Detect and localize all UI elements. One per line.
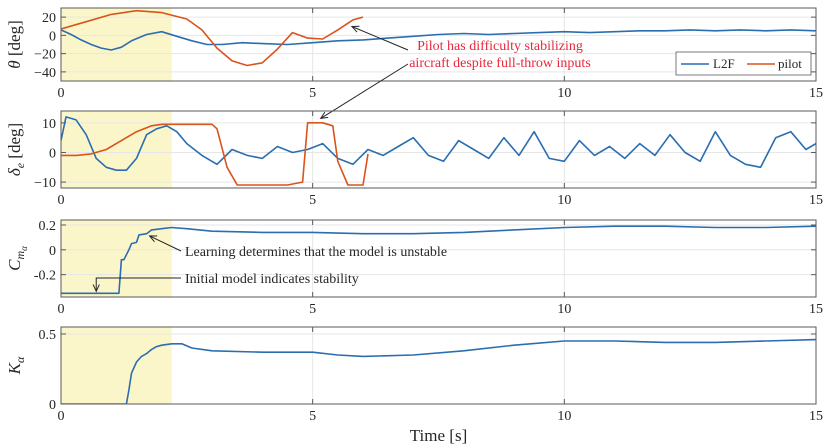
y-tick-label: −20 (34, 48, 56, 63)
y-tick-label: 0.2 (39, 219, 57, 234)
axes-box (60, 7, 817, 82)
series-group (61, 338, 816, 404)
annotation-text: Initial model indicates stability (185, 272, 359, 287)
y-axis-label: θ [deg] (5, 20, 24, 68)
y-tick-label: 0 (49, 244, 56, 259)
series-group (61, 9, 816, 67)
x-tick-label: 0 (58, 409, 65, 424)
learning-phase-highlight (61, 220, 172, 297)
axes-box (60, 326, 817, 405)
y-tick-label: 10 (42, 117, 56, 132)
y-tick-label: -0.2 (34, 269, 56, 284)
annotation-text-line: aircraft despite full-throw inputs (409, 56, 591, 71)
x-tick-label: 5 (309, 302, 316, 317)
y-tick-label: 0 (49, 398, 56, 413)
x-tick-label: 0 (58, 302, 65, 317)
legend-label-pilot: pilot (778, 56, 802, 71)
series-line-l2f (61, 29, 816, 51)
y-tick-label: 0.5 (39, 328, 57, 343)
y-tick-label: 0 (49, 29, 56, 44)
series-line-pilot (61, 122, 369, 186)
y-axis-subsubscript: α (19, 246, 29, 251)
legend: L2F pilot (675, 51, 812, 76)
learning-phase-highlight (61, 327, 172, 404)
axes-box (60, 219, 817, 298)
x-tick-label: 0 (58, 86, 65, 101)
x-tick-label: 10 (557, 193, 571, 208)
x-tick-label: 10 (557, 86, 571, 101)
series-group (61, 225, 816, 295)
x-tick-label: 10 (557, 302, 571, 317)
y-axis-unit: [deg] (5, 123, 24, 163)
panel-theta: 0 5 10 15 20 0 −20 −40 θ [deg] L2F pilot Pilot has … (5, 7, 823, 118)
y-axis-subscript: e (13, 162, 27, 168)
x-tick-label: 5 (309, 86, 316, 101)
y-axis-symbol: θ (5, 60, 24, 68)
annotation-text: Learning determines that the model is un… (185, 245, 447, 260)
annotation-arrow (150, 236, 182, 252)
y-tick-label: −10 (34, 176, 56, 191)
x-tick-label: 15 (809, 302, 823, 317)
series-line-pilot (61, 9, 364, 67)
annotation-text-line: Pilot has difficulty stabilizing (417, 39, 583, 54)
y-axis-label: Kα (5, 356, 27, 375)
panel-k-alpha: 0 5 10 15 0.5 0 Kα Time [s] (5, 326, 823, 445)
x-tick-label: 0 (58, 193, 65, 208)
y-axis-subscript: m (13, 251, 27, 260)
legend-box (675, 51, 812, 76)
x-tick-label: 5 (309, 193, 316, 208)
legend-label-l2f: L2F (713, 56, 735, 71)
y-axis-label: δe [deg] (5, 123, 27, 176)
y-tick-label: 20 (42, 11, 56, 26)
x-tick-label: 15 (809, 193, 823, 208)
series-group (61, 116, 816, 186)
axes-box (60, 110, 817, 189)
y-tick-label: 0 (49, 146, 56, 161)
series-line-l2f (61, 225, 816, 295)
y-axis-symbol: K (5, 361, 24, 375)
series-line-l2f (61, 116, 816, 171)
series-line-l2f (61, 338, 816, 404)
y-tick-label: −40 (34, 66, 56, 81)
x-tick-label: 15 (809, 86, 823, 101)
x-tick-label: 15 (809, 409, 823, 424)
y-axis-unit: [deg] (5, 20, 24, 60)
learning-phase-highlight (61, 8, 172, 81)
y-axis-label: Cmα (5, 246, 29, 271)
y-axis-subscript: α (13, 356, 27, 363)
annotation-arrow (321, 63, 409, 118)
annotation-arrow (96, 277, 181, 291)
y-axis-symbol: C (5, 259, 24, 271)
x-tick-label: 10 (557, 409, 571, 424)
y-axis-symbol: δ (5, 167, 24, 176)
panel-cm-alpha: 0 5 10 15 0.2 0 -0.2 Cmα Learning determines tha… (5, 219, 823, 317)
x-axis-label: Time [s] (410, 426, 467, 445)
annotation-arrow (352, 27, 409, 51)
x-tick-label: 5 (309, 409, 316, 424)
